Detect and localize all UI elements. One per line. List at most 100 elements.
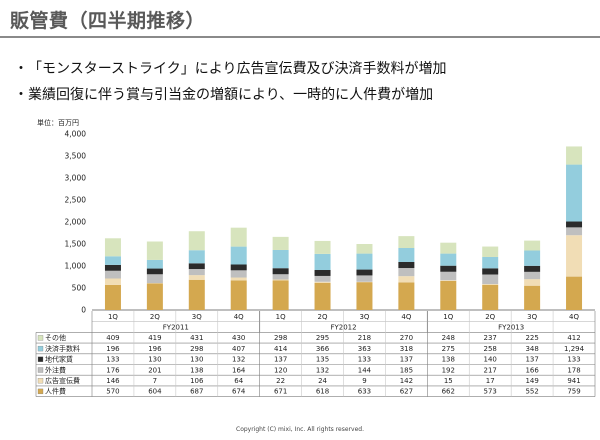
- bar-segment: [230, 280, 247, 310]
- category-label: 4Q: [234, 313, 244, 321]
- data-label: 275: [442, 345, 455, 353]
- category-label: 2Q: [318, 313, 328, 321]
- data-label: 138: [190, 366, 203, 374]
- data-label: 196: [106, 345, 120, 353]
- bar-segment: [566, 227, 583, 236]
- data-label: 9: [362, 377, 366, 385]
- bar-segment: [188, 263, 205, 270]
- bar-segment: [104, 270, 121, 279]
- legend-swatch: [37, 367, 44, 373]
- title-divider: [0, 36, 600, 38]
- bar-segment: [188, 269, 205, 276]
- data-label: 201: [148, 366, 161, 374]
- data-label: 15: [444, 377, 453, 385]
- data-label: 363: [358, 345, 371, 353]
- data-label: 258: [484, 345, 497, 353]
- data-label: 552: [525, 388, 538, 396]
- bar-segment: [104, 256, 121, 265]
- data-label: 144: [358, 366, 372, 374]
- data-label: 570: [106, 388, 119, 396]
- data-label: 414: [274, 345, 288, 353]
- data-label: 941: [567, 377, 580, 385]
- data-label: 149: [525, 377, 538, 385]
- bar-segment: [524, 271, 541, 280]
- bar-segment: [356, 244, 373, 254]
- bar-segment: [272, 268, 289, 275]
- bar-segment: [440, 265, 457, 272]
- data-label: 318: [400, 345, 413, 353]
- bar-segment: [314, 282, 331, 310]
- data-label: 64: [234, 377, 243, 385]
- y-tick-label: 1,000: [65, 262, 87, 271]
- bar-segment: [440, 271, 457, 281]
- legend-label: 決済手数料: [45, 344, 80, 353]
- legend-label: 広告宣伝費: [45, 376, 80, 385]
- bar-segment: [104, 278, 121, 285]
- data-label: 133: [106, 356, 119, 364]
- bar-segment: [314, 281, 331, 283]
- data-label: 137: [400, 356, 413, 364]
- y-tick-label: 3,000: [65, 174, 87, 183]
- bar-segment: [356, 253, 373, 270]
- data-label: 185: [400, 366, 413, 374]
- data-label: 407: [232, 345, 245, 353]
- bar-segment: [398, 276, 415, 283]
- category-label: 1Q: [443, 313, 453, 321]
- y-tick-label: 4,000: [65, 130, 87, 139]
- data-label: 192: [442, 366, 455, 374]
- data-label: 248: [442, 334, 455, 342]
- data-label: 759: [567, 388, 580, 396]
- bar-segment: [398, 236, 415, 249]
- data-label: 217: [484, 366, 497, 374]
- bar-segment: [524, 279, 541, 286]
- data-label: 130: [190, 356, 203, 364]
- bar-segment: [566, 221, 583, 228]
- sga-stacked-bar-chart: 0 500 1,000 1,500 2,000 2,500 3,000 3,500 4,000 1…: [35, 130, 596, 397]
- category-label: 3Q: [359, 313, 369, 321]
- data-label: 295: [316, 334, 329, 342]
- bar-segment: [566, 146, 583, 165]
- category-label: 4Q: [569, 313, 579, 321]
- data-label: 604: [148, 388, 162, 396]
- bar-segment: [146, 259, 163, 269]
- bar-segment: [230, 227, 247, 247]
- bar-segment: [314, 275, 331, 282]
- bar-segment: [356, 275, 373, 282]
- bullet-item: ・業績回復に伴う賞与引当金の増額により、一時的に人件費が増加: [14, 87, 434, 103]
- bar-segment: [356, 282, 373, 310]
- data-label: 7: [153, 377, 157, 385]
- bar-segment: [230, 270, 247, 278]
- bar-segment: [314, 253, 331, 271]
- data-label: 178: [567, 366, 580, 374]
- data-label: 218: [358, 334, 371, 342]
- legend-label: 外注費: [45, 365, 66, 374]
- category-label: 1Q: [276, 313, 286, 321]
- bar-segment: [146, 268, 163, 275]
- bar-segment: [230, 246, 247, 265]
- bar-segment: [272, 280, 289, 310]
- data-label: 146: [106, 377, 120, 385]
- data-label: 132: [316, 366, 329, 374]
- bullet-text: 業績回復に伴う賞与引当金の増額により、一時的に人件費が増加: [28, 87, 434, 103]
- bar-segment: [566, 164, 583, 222]
- bar-segment: [398, 268, 415, 277]
- data-label: 106: [190, 377, 204, 385]
- legend-swatch: [37, 388, 44, 395]
- data-label: 1,294: [564, 345, 585, 353]
- data-label: 366: [316, 345, 330, 353]
- y-tick-label: 3,500: [65, 152, 87, 161]
- y-tick-label: 2,000: [65, 218, 87, 227]
- y-tick-label: 0: [81, 306, 86, 315]
- category-label: 2Q: [485, 313, 495, 321]
- data-label: 140: [484, 356, 497, 364]
- bar-segment: [566, 235, 583, 277]
- category-label: 1Q: [108, 313, 118, 321]
- bar-segment: [482, 256, 499, 269]
- bar-segment: [188, 279, 205, 310]
- data-label: 662: [442, 388, 455, 396]
- y-tick-label: 1,500: [65, 240, 87, 249]
- bar-segment: [188, 250, 205, 264]
- data-label: 671: [274, 388, 287, 396]
- category-label: 3Q: [192, 313, 202, 321]
- bar-segment: [272, 236, 289, 250]
